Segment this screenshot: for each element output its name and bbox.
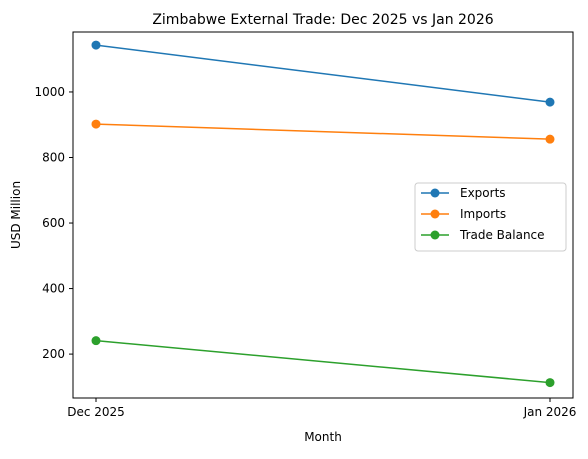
y-tick-label: 800 [42,150,65,164]
chart-title: Zimbabwe External Trade: Dec 2025 vs Jan… [152,12,493,28]
plot-area [72,31,574,399]
y-tick-label: 400 [42,282,65,296]
imports-line [95,123,551,140]
y-tick-label: 1000 [34,85,65,99]
exports-point [545,97,555,107]
exports-line [95,44,551,103]
legend-box [414,182,567,252]
imports-point [545,134,555,144]
trade-balance-point [91,336,101,346]
trade-balance-line [95,339,551,384]
series-layer [91,40,555,388]
y-tick-label: 600 [42,216,65,230]
exports-point [91,40,101,50]
trade-balance-point [545,378,555,388]
x-tick-label: Dec 2025 [67,405,125,419]
legend: Exports Imports Trade Balance [414,182,567,252]
imports-point [91,119,101,129]
x-axis-label: Month [304,430,342,444]
legend-trade-balance-label: Trade Balance [459,228,545,242]
legend-imports-label: Imports [460,207,506,221]
y-axis: 200 400 600 800 1000 [34,85,73,361]
x-tick-label: Jan 2026 [523,405,577,419]
y-tick-label: 200 [42,347,65,361]
legend-trade-balance-marker [430,230,440,240]
legend-imports-marker [430,209,440,219]
x-axis: Dec 2025 Jan 2026 [67,398,576,419]
legend-exports-label: Exports [460,186,506,200]
y-axis-label: USD Million [9,181,23,249]
legend-exports-marker [430,188,440,198]
